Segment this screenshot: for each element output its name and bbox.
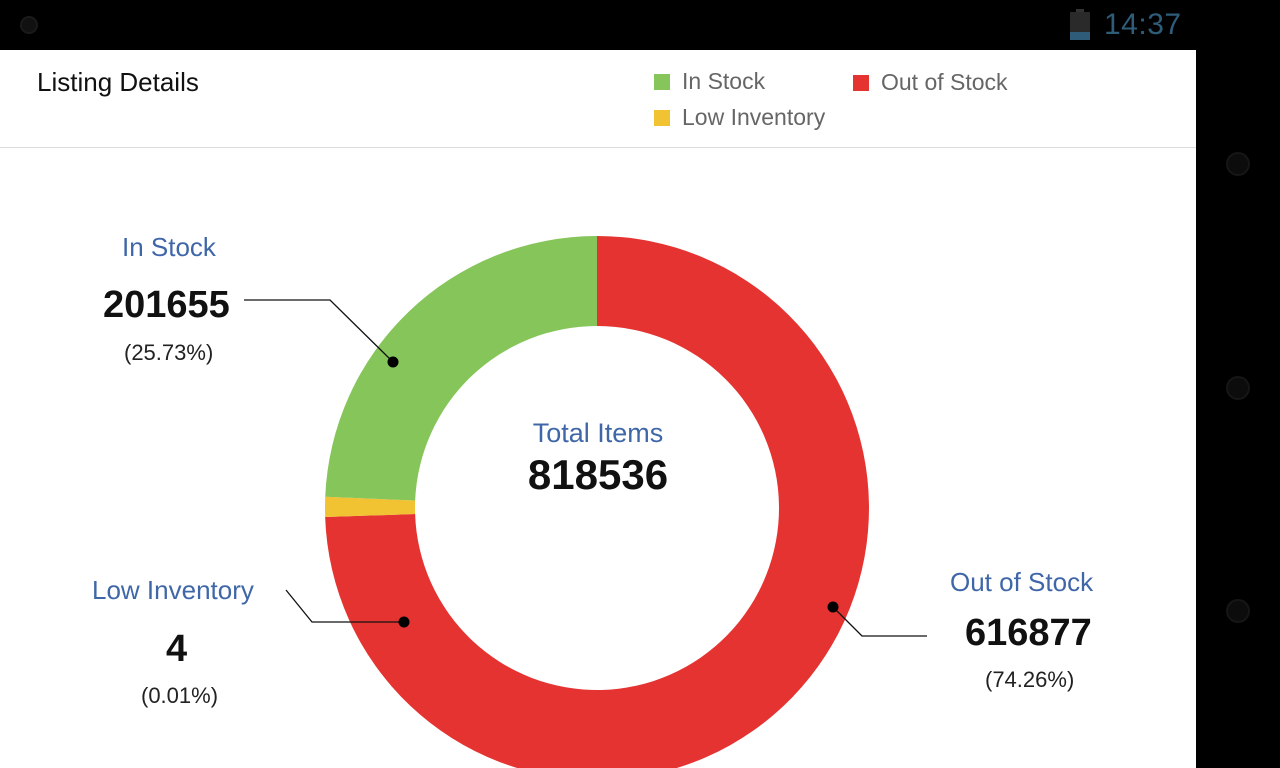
- leader-dot-out-of-stock: [827, 601, 839, 613]
- legend-swatch-low-inventory: [654, 109, 670, 126]
- leader-dot-in-stock: [387, 356, 399, 368]
- legend-item-low-inventory: Low Inventory: [654, 104, 825, 131]
- callout-percent-out-of-stock: (74.26%): [985, 667, 1075, 692]
- legend-item-out-of-stock: Out of Stock: [853, 69, 1008, 96]
- camera-dot-icon: [22, 18, 36, 32]
- callout-percent-low-inventory: (0.01%): [141, 683, 219, 708]
- legend-label: Low Inventory: [682, 104, 826, 130]
- leader-line-in-stock: [244, 299, 394, 363]
- legend-item-in-stock: In Stock: [654, 68, 765, 95]
- callout-value-out-of-stock: 616877: [965, 612, 1092, 654]
- battery-icon: [1070, 9, 1090, 40]
- callout-name-low-inventory: Low Inventory: [92, 575, 254, 605]
- callout-name-out-of-stock: Out of Stock: [950, 567, 1094, 597]
- callout-percent-in-stock: (25.73%): [124, 340, 214, 365]
- navigation-bar: [1196, 50, 1280, 768]
- listing-details-panel: Listing Details In Stock Out of Stock Lo…: [0, 50, 1196, 768]
- donut-slice-out-of-stock: [325, 236, 869, 768]
- center-label: Total Items: [532, 418, 664, 448]
- status-bar: 14:37: [0, 0, 1280, 50]
- legend-swatch-in-stock: [654, 73, 670, 90]
- callout-value-low-inventory: 4: [166, 628, 188, 670]
- nav-button-top[interactable]: [1228, 154, 1248, 174]
- legend-swatch-out-of-stock: [853, 74, 869, 91]
- center-total: 818536: [527, 451, 669, 498]
- center-label-block: Total Items 818536: [498, 418, 698, 499]
- donut-slice-in-stock: [325, 236, 597, 501]
- callout-value-in-stock: 201655: [103, 284, 230, 326]
- nav-button-bottom[interactable]: [1228, 601, 1248, 621]
- legend-label: In Stock: [682, 68, 766, 94]
- donut-slice-low-inventory: [325, 496, 416, 518]
- chart-area: Total Items 818536 In Stock 201655 (25.7…: [0, 148, 1196, 768]
- page-title: Listing Details: [37, 67, 199, 97]
- nav-button-home[interactable]: [1228, 378, 1248, 398]
- leader-line-low-inventory: [285, 589, 404, 623]
- leader-line-out-of-stock: [832, 606, 927, 637]
- callout-name-in-stock: In Stock: [122, 232, 216, 262]
- status-time: 14:37: [1104, 8, 1182, 41]
- leader-dot-low-inventory: [398, 616, 410, 628]
- donut-chart: [244, 236, 927, 768]
- legend-label: Out of Stock: [881, 69, 1008, 95]
- header: Listing Details In Stock Out of Stock Lo…: [0, 50, 1196, 148]
